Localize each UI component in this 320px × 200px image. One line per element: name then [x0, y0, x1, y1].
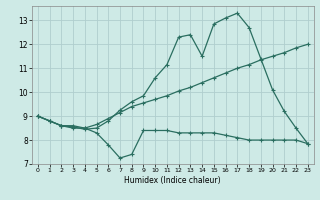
X-axis label: Humidex (Indice chaleur): Humidex (Indice chaleur) — [124, 176, 221, 185]
